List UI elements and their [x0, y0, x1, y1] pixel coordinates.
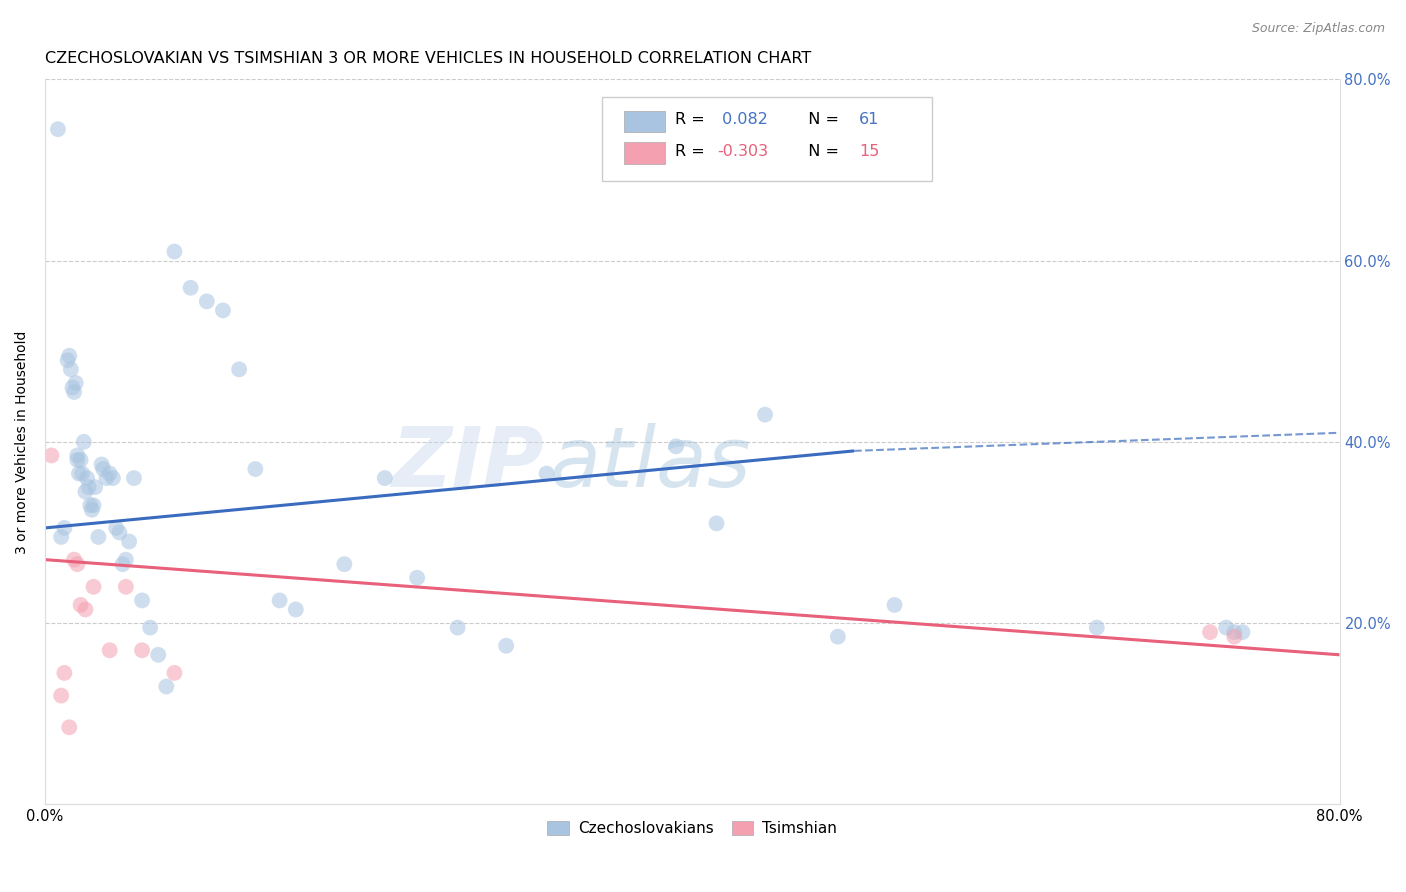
- Point: [73, 434, 96, 449]
- Point: [41, 449, 63, 463]
- Point: [66, 453, 89, 467]
- Text: 15: 15: [859, 145, 880, 160]
- Point: [49, 530, 72, 544]
- Point: [163, 244, 186, 259]
- Point: [84, 480, 107, 494]
- Point: [1223, 625, 1246, 640]
- Point: [1215, 621, 1237, 635]
- Point: [75, 484, 97, 499]
- Point: [333, 557, 356, 571]
- Point: [58, 349, 80, 363]
- Point: [108, 525, 131, 540]
- Point: [56, 353, 79, 368]
- Text: R =: R =: [675, 112, 710, 128]
- Point: [59, 362, 82, 376]
- Point: [706, 516, 728, 531]
- Point: [63, 552, 86, 566]
- Point: [115, 580, 138, 594]
- Point: [245, 462, 267, 476]
- Point: [1223, 630, 1246, 644]
- Point: [122, 471, 145, 485]
- Point: [284, 602, 307, 616]
- Point: [90, 458, 112, 472]
- Point: [148, 648, 170, 662]
- Point: [1232, 625, 1254, 640]
- Point: [195, 294, 218, 309]
- Point: [1199, 625, 1222, 640]
- Point: [83, 580, 105, 594]
- Point: [69, 453, 91, 467]
- Point: [228, 362, 250, 376]
- Point: [65, 376, 87, 390]
- Point: [131, 593, 153, 607]
- Point: [66, 449, 89, 463]
- Point: [75, 602, 97, 616]
- Point: [139, 621, 162, 635]
- Point: [1085, 621, 1108, 635]
- Point: [212, 303, 235, 318]
- Point: [163, 665, 186, 680]
- Point: [536, 467, 558, 481]
- Point: [446, 621, 468, 635]
- Text: CZECHOSLOVAKIAN VS TSIMSHIAN 3 OR MORE VEHICLES IN HOUSEHOLD CORRELATION CHART: CZECHOSLOVAKIAN VS TSIMSHIAN 3 OR MORE V…: [45, 51, 811, 66]
- Point: [111, 557, 134, 571]
- Text: atlas: atlas: [550, 423, 751, 504]
- Point: [665, 439, 688, 453]
- Point: [67, 467, 90, 481]
- Point: [63, 384, 86, 399]
- Point: [76, 471, 98, 485]
- Bar: [624, 111, 665, 132]
- Point: [101, 471, 124, 485]
- Point: [105, 521, 128, 535]
- Point: [155, 680, 177, 694]
- Point: [374, 471, 396, 485]
- Point: [83, 498, 105, 512]
- Point: [69, 598, 91, 612]
- Point: [46, 122, 69, 136]
- Point: [62, 380, 84, 394]
- Point: [79, 498, 101, 512]
- Point: [77, 480, 100, 494]
- Text: 0.082: 0.082: [717, 112, 768, 128]
- Point: [883, 598, 905, 612]
- Text: N =: N =: [799, 145, 845, 160]
- Point: [98, 643, 121, 657]
- Point: [495, 639, 517, 653]
- Point: [91, 462, 114, 476]
- Text: 61: 61: [859, 112, 880, 128]
- Point: [115, 552, 138, 566]
- Point: [131, 643, 153, 657]
- Text: R =: R =: [675, 145, 710, 160]
- Point: [53, 665, 76, 680]
- FancyBboxPatch shape: [602, 97, 932, 181]
- Point: [80, 503, 103, 517]
- Text: Source: ZipAtlas.com: Source: ZipAtlas.com: [1251, 22, 1385, 36]
- Legend: Czechoslovakians, Tsimshian: Czechoslovakians, Tsimshian: [540, 813, 845, 844]
- Point: [754, 408, 776, 422]
- Point: [96, 471, 118, 485]
- Point: [66, 557, 89, 571]
- Point: [118, 534, 141, 549]
- Point: [269, 593, 291, 607]
- Point: [70, 467, 93, 481]
- Point: [58, 720, 80, 734]
- Point: [49, 689, 72, 703]
- Text: ZIP: ZIP: [391, 423, 543, 504]
- Point: [827, 630, 849, 644]
- Text: -0.303: -0.303: [717, 145, 768, 160]
- Point: [180, 281, 202, 295]
- Point: [53, 521, 76, 535]
- Y-axis label: 3 or more Vehicles in Household: 3 or more Vehicles in Household: [15, 330, 30, 554]
- Point: [406, 571, 429, 585]
- Bar: [624, 143, 665, 164]
- Text: N =: N =: [799, 112, 845, 128]
- Point: [98, 467, 121, 481]
- Point: [87, 530, 110, 544]
